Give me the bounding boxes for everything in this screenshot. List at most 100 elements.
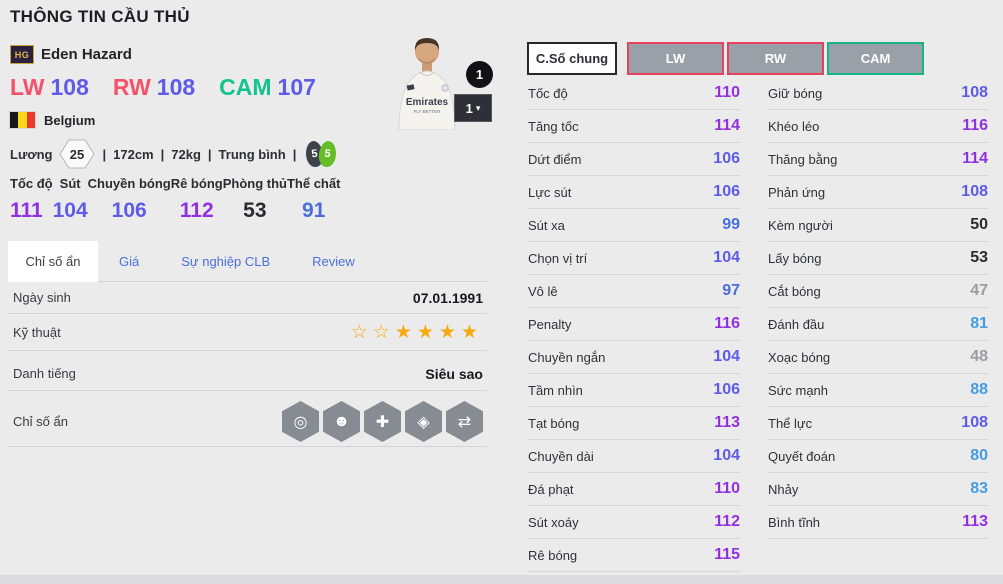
hidden-trait-icon[interactable]: ☻ (323, 401, 360, 442)
summary-stat-value: 112 (179, 199, 214, 222)
dob-row: Ngày sinh 07.01.1991 (8, 282, 487, 314)
bio-row: Lương 25 | 172cm | 72kg | Trung bình | 5… (10, 139, 338, 169)
stat-row: Bình tĩnh 113 (768, 506, 988, 539)
tab-review[interactable]: Review (312, 254, 355, 269)
stat-label: Tầm nhìn (528, 382, 583, 398)
skill-row: Kỹ thuật ☆☆★★★★ (8, 314, 487, 351)
stats-tab-cam[interactable]: CAM (827, 42, 924, 75)
dob-label: Ngày sinh (13, 290, 71, 305)
stat-value: 104 (713, 348, 740, 365)
strong-foot-icon: 5 (317, 140, 338, 168)
position-rating: LW 108 (10, 74, 89, 101)
stats-tab-general[interactable]: C.Số chung (527, 42, 617, 75)
level-dropdown[interactable]: 1 ▾ (454, 94, 492, 122)
stat-row: Khéo léo 116 (768, 110, 988, 143)
stat-value: 108 (961, 414, 988, 431)
stat-value: 106 (713, 150, 740, 167)
stat-value: 47 (970, 282, 988, 299)
stat-label: Phản ứng (768, 184, 826, 200)
stat-row: Sút xa 99 (528, 209, 740, 242)
summary-stat-value: 111 (10, 199, 43, 222)
stat-value: 114 (962, 150, 988, 167)
stat-row: Thể lực 108 (768, 407, 988, 440)
summary-stat-label: Tốc độ (10, 176, 53, 191)
hidden-trait-icon[interactable]: ✚ (364, 401, 401, 442)
separator: | (207, 146, 212, 162)
info-rows: Ngày sinh 07.01.1991 Kỹ thuật ☆☆★★★★ Dan… (8, 282, 487, 447)
stat-label: Thể lực (768, 415, 813, 431)
stat-label: Dứt điểm (528, 151, 582, 167)
stat-value: 106 (713, 381, 740, 398)
tab-divider (8, 281, 487, 282)
detail-stats-left-column: Tốc độ 110 Tăng tốc 114 Dứt điểm 106 Lực… (528, 77, 740, 572)
stat-row: Lực sút 106 (528, 176, 740, 209)
stat-value: 50 (970, 216, 988, 233)
chevron-down-icon: ▾ (475, 102, 481, 113)
hidden-trait-icon[interactable]: ◎ (282, 401, 319, 442)
stat-row: Quyết đoán 80 (768, 440, 988, 473)
stat-label: Rê bóng (528, 547, 578, 563)
summary-stat-label: Sút (59, 176, 81, 191)
stat-label: Xoạc bóng (768, 349, 831, 365)
star-icon: ★ (460, 321, 483, 343)
svg-text:25: 25 (70, 147, 84, 162)
hg-season-badge: HG (10, 45, 34, 64)
stat-label: Penalty (528, 316, 572, 332)
position-value: 108 (156, 74, 196, 100)
fame-label: Danh tiếng (13, 366, 76, 381)
position-label: RW (112, 74, 151, 100)
stat-row: Đá phạt 110 (528, 473, 740, 506)
stat-row: Tăng tốc 114 (528, 110, 740, 143)
stat-row: Chọn vị trí 104 (528, 242, 740, 275)
tab-price[interactable]: Giá (119, 254, 140, 269)
stat-value: 53 (970, 249, 988, 266)
level-badge: 1 (466, 61, 493, 88)
footer-strip (0, 575, 1003, 584)
stat-label: Khéo léo (768, 118, 820, 134)
stat-value: 113 (714, 414, 740, 431)
nation-name: Belgium (44, 112, 96, 128)
hidden-stats-label: Chỉ số ẩn (13, 414, 68, 429)
stat-label: Tạt bóng (528, 415, 580, 431)
separator: | (102, 146, 107, 162)
summary-stat-value: 104 (52, 199, 88, 222)
star-icon: ★ (438, 321, 461, 343)
summary-stat: Sút 104 (53, 176, 88, 223)
stat-row: Kèm người 50 (768, 209, 988, 242)
stat-value: 108 (961, 84, 988, 101)
stat-row: Cắt bóng 47 (768, 275, 988, 308)
stat-label: Sút xa (528, 217, 565, 233)
stat-value: 104 (713, 249, 740, 266)
stat-row: Dứt điểm 106 (528, 143, 740, 176)
stat-label: Thăng bằng (768, 151, 838, 167)
separator: | (292, 146, 297, 162)
stats-tab-lw[interactable]: LW (627, 42, 724, 75)
summary-stat-value: 106 (111, 199, 147, 222)
stat-row: Tốc độ 110 (528, 77, 740, 110)
skill-stars: ☆☆★★★★ (351, 321, 483, 344)
stat-row: Tạt bóng 113 (528, 407, 740, 440)
stat-label: Kèm người (768, 217, 833, 233)
stat-row: Nhảy 83 (768, 473, 988, 506)
foot-ratings: 5 5 (304, 140, 338, 168)
stat-row: Chuyền dài 104 (528, 440, 740, 473)
stat-value: 99 (722, 216, 740, 233)
hidden-trait-icon[interactable]: ◈ (405, 401, 442, 442)
stats-tab-rw[interactable]: RW (727, 42, 824, 75)
stat-label: Sút xoáy (528, 514, 579, 530)
hidden-trait-icon[interactable]: ⇄ (446, 401, 483, 442)
position-value: 107 (277, 74, 316, 100)
stat-value: 116 (714, 315, 740, 332)
summary-stat-label: Rê bóng (170, 176, 223, 191)
stat-value: 113 (962, 513, 988, 530)
tab-hidden-stats[interactable]: Chỉ số ẩn (8, 241, 98, 282)
salary-hexagon: 25 (59, 139, 96, 169)
stat-value: 108 (961, 183, 988, 200)
player-name: Eden Hazard (41, 46, 132, 63)
summary-stat: Thể chất 91 (287, 176, 340, 223)
tab-club-career[interactable]: Sự nghiệp CLB (181, 254, 271, 269)
stat-value: 116 (962, 117, 988, 134)
stat-value: 110 (714, 84, 740, 101)
summary-stat: Chuyền bóng 106 (88, 176, 171, 223)
stat-value: 97 (722, 282, 740, 299)
